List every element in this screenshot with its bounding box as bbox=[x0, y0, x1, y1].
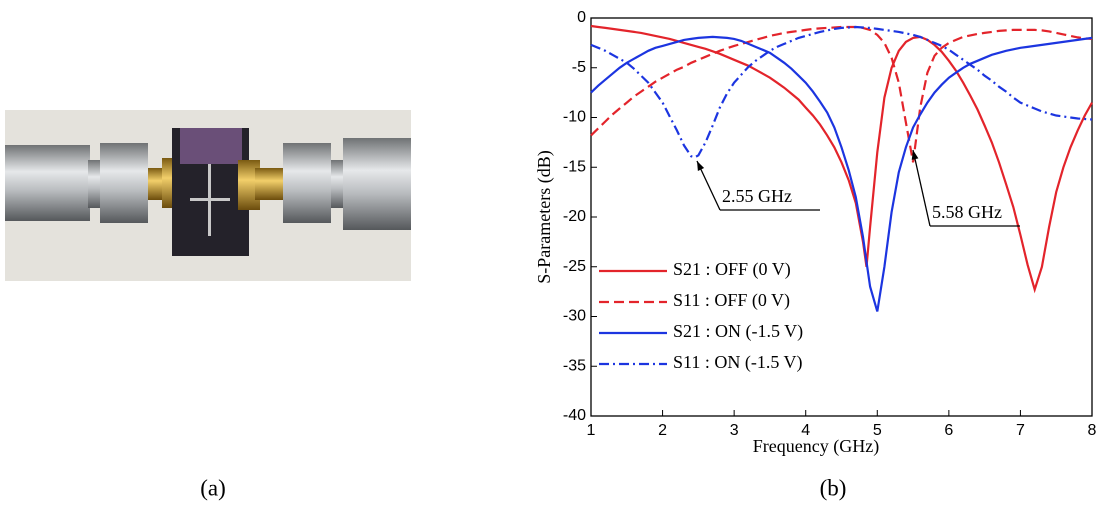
x-axis-label: Frequency (GHz) bbox=[753, 436, 879, 457]
x-tick-label: 3 bbox=[730, 422, 739, 439]
x-tick-label: 6 bbox=[944, 422, 953, 439]
y-tick-label: -40 bbox=[563, 407, 586, 424]
x-tick-label: 8 bbox=[1088, 422, 1097, 439]
series-line bbox=[590, 35, 1093, 312]
caption: (a) bbox=[200, 475, 226, 500]
legend-label: S21 : ON (-1.5 V) bbox=[673, 321, 803, 342]
legend-label: S21 : OFF (0 V) bbox=[673, 259, 791, 280]
y-tick-label: -10 bbox=[563, 109, 586, 126]
y-tick-label: -5 bbox=[572, 59, 586, 76]
legend-label: S11 : ON (-1.5 V) bbox=[673, 352, 803, 373]
caption: (b) bbox=[820, 475, 847, 500]
x-tick-label: 1 bbox=[587, 422, 596, 439]
y-tick-label: -25 bbox=[563, 258, 586, 275]
x-tick-label: 4 bbox=[801, 422, 810, 439]
y-tick-label: 0 bbox=[577, 9, 586, 26]
y-tick-label: -30 bbox=[563, 308, 586, 325]
series-line bbox=[590, 25, 1093, 159]
y-tick-label: -20 bbox=[563, 208, 586, 225]
x-tick-label: 5 bbox=[873, 422, 882, 439]
annotation: 5.58 GHz bbox=[932, 202, 1002, 222]
x-tick-label: 2 bbox=[658, 422, 667, 439]
annotation-arrow bbox=[912, 149, 931, 227]
annotation-arrowhead bbox=[697, 161, 705, 171]
photo bbox=[5, 110, 411, 281]
annotation: 2.55 GHz bbox=[722, 186, 792, 206]
y-tick-label: -35 bbox=[563, 357, 586, 374]
annotation-arrowhead bbox=[911, 150, 919, 160]
x-tick-label: 7 bbox=[1016, 422, 1025, 439]
legend-label: S11 : OFF (0 V) bbox=[673, 290, 790, 311]
series-line bbox=[590, 24, 1093, 294]
y-tick-label: -15 bbox=[563, 158, 586, 175]
series-line bbox=[590, 25, 1093, 163]
y-axis-label: S-Parameters (dB) bbox=[534, 150, 555, 283]
